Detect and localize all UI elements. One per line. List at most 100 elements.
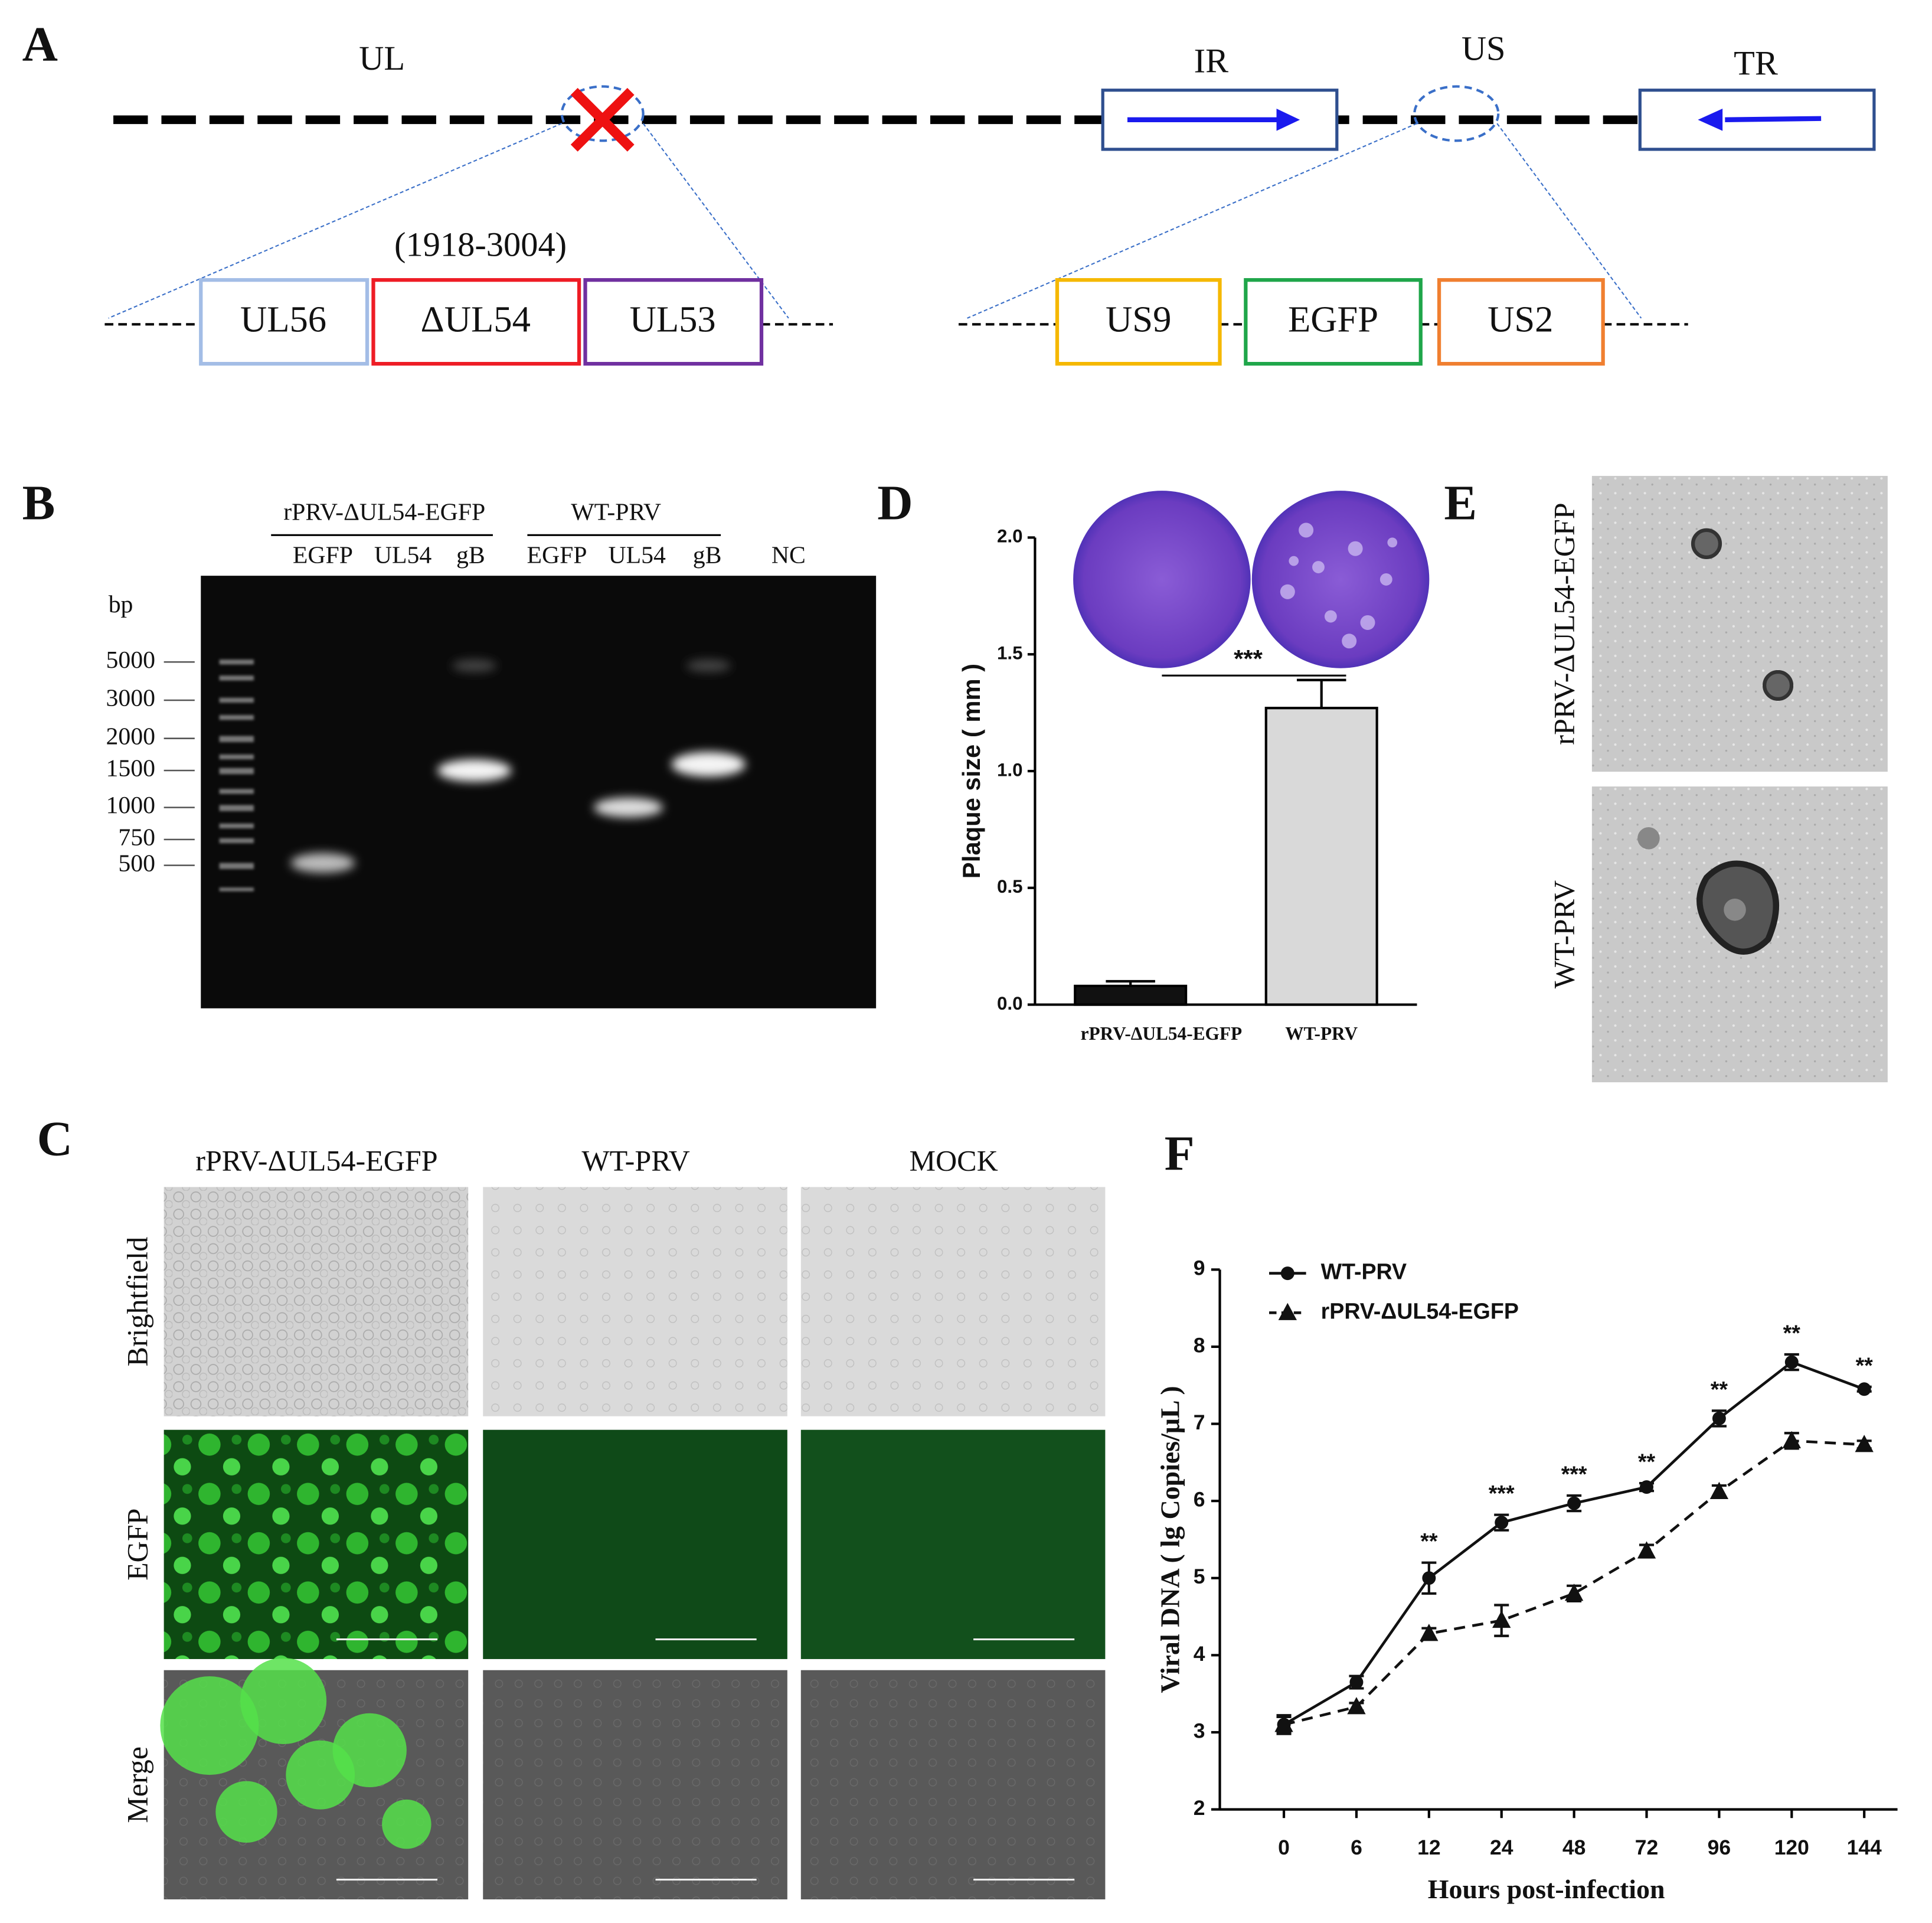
panel-label: D xyxy=(877,476,913,531)
legend-label: rPRV-ΔUL54-EGFP xyxy=(1321,1298,1519,1323)
marker xyxy=(1349,1675,1364,1689)
unit-label: bp xyxy=(109,591,133,618)
panel-label: B xyxy=(22,476,55,531)
zoom-lines xyxy=(108,123,1642,319)
y-tick-label: 6 xyxy=(1194,1488,1205,1511)
x-axis-label: Hours post-infection xyxy=(1428,1874,1665,1904)
ladder-label: 2000 xyxy=(106,723,155,750)
row-label: EGFP xyxy=(120,1509,153,1581)
significance-label: *** xyxy=(1234,645,1263,672)
x-tick-label: 144 xyxy=(1847,1836,1882,1859)
micrograph xyxy=(164,1187,469,1416)
micrograph xyxy=(800,1429,1106,1659)
gene-label: US9 xyxy=(1106,299,1171,340)
significance-label: *** xyxy=(1489,1481,1515,1506)
deletion-range: (1918-3004) xyxy=(394,225,567,263)
region-label: TR xyxy=(1734,44,1778,82)
region-label: UL xyxy=(359,39,405,77)
y-tick-label: 8 xyxy=(1194,1333,1205,1357)
plate xyxy=(1073,491,1251,668)
ladder-label: 1500 xyxy=(106,755,155,782)
marker xyxy=(1857,1382,1871,1396)
group-label: WT-PRV xyxy=(571,498,661,525)
gene-label: ΔUL54 xyxy=(421,299,531,340)
row-label: rPRV-ΔUL54-EGFP xyxy=(1548,502,1581,745)
gene-box xyxy=(371,278,581,366)
gene-box xyxy=(583,278,764,366)
lane-label: UL54 xyxy=(608,541,665,569)
region-label: US xyxy=(1462,29,1506,67)
y-tick-label: 1.5 xyxy=(997,642,1023,663)
marker xyxy=(1492,1610,1511,1628)
arrow xyxy=(1725,116,1822,122)
virion xyxy=(1762,670,1794,701)
micrograph xyxy=(483,1187,787,1416)
virion xyxy=(1724,899,1746,921)
x-tick-label: 96 xyxy=(1708,1836,1731,1859)
gene-box xyxy=(1437,278,1605,366)
micrograph xyxy=(483,1429,787,1659)
marker xyxy=(1709,1481,1729,1500)
ladder-label: 1000 xyxy=(106,792,155,819)
marker xyxy=(1712,1411,1726,1425)
marker xyxy=(1274,1715,1293,1732)
y-tick-label: 9 xyxy=(1194,1256,1205,1280)
y-tick-label: 0.0 xyxy=(997,993,1023,1014)
significance-label: *** xyxy=(1561,1462,1587,1487)
significance-label: ** xyxy=(1638,1449,1656,1474)
arrow-head xyxy=(1276,109,1300,131)
column-label: WT-PRV xyxy=(581,1144,689,1177)
genome-map: UL IR US TR (1918-3004) UL56 ΔUL54 UL53 … xyxy=(104,29,1876,366)
arrow-head xyxy=(1698,109,1723,131)
lane-label: EGFP xyxy=(293,541,353,569)
lane-label: gB xyxy=(693,541,722,569)
gel-image xyxy=(201,576,877,1008)
y-tick-label: 2 xyxy=(1194,1796,1205,1820)
gene-label: US2 xyxy=(1488,299,1553,340)
x-tick-label: 0 xyxy=(1278,1836,1290,1859)
em-images: rPRV-ΔUL54-EGFP WT-PRV xyxy=(1548,476,1888,1083)
marker xyxy=(1347,1697,1366,1715)
y-tick-label: 2.0 xyxy=(997,526,1023,547)
marker xyxy=(1782,1431,1801,1448)
panel-label: E xyxy=(1444,476,1477,531)
gene-box xyxy=(1055,278,1222,366)
virion xyxy=(1637,827,1660,850)
ladder-label: 500 xyxy=(118,850,155,877)
row-label: WT-PRV xyxy=(1548,880,1581,988)
lane-label: EGFP xyxy=(527,541,587,569)
marker xyxy=(1784,1355,1799,1369)
y-tick-label: 1.0 xyxy=(997,759,1023,780)
gene-box xyxy=(1244,278,1423,366)
panel-label: F xyxy=(1165,1127,1195,1181)
significance-label: ** xyxy=(1856,1353,1874,1377)
x-tick-label: 120 xyxy=(1774,1836,1809,1859)
gene-box xyxy=(199,278,370,366)
group-label: rPRV-ΔUL54-EGFP xyxy=(283,498,485,525)
y-tick-label: 5 xyxy=(1194,1565,1205,1588)
y-tick-label: 7 xyxy=(1194,1411,1205,1434)
micrograph xyxy=(483,1670,787,1899)
x-tick-label: 48 xyxy=(1562,1836,1586,1859)
em-image xyxy=(1591,476,1888,772)
row-label: Brightfield xyxy=(120,1237,153,1367)
marker xyxy=(1855,1435,1874,1452)
gene-label: EGFP xyxy=(1288,299,1378,340)
x-tick-label: 12 xyxy=(1417,1836,1440,1859)
ladder-label: 3000 xyxy=(106,685,155,712)
x-tick-label: rPRV-ΔUL54-EGFP xyxy=(1081,1023,1242,1044)
panel-label: C xyxy=(37,1112,73,1167)
significance-label: ** xyxy=(1420,1529,1438,1553)
micrograph xyxy=(800,1187,1106,1416)
lane-label: gB xyxy=(456,541,485,569)
marker xyxy=(1637,1541,1656,1559)
charts: 0.0 0.5 1.0 1.5 2.0 Plaque size ( mm ) rPRV-ΔU… xyxy=(957,526,1898,1904)
micrograph xyxy=(164,1429,469,1659)
marker xyxy=(1420,1624,1439,1641)
micrographs: rPRV-ΔUL54-EGFP WT-PRV MOCK Brightfield EGFP… xyxy=(120,1144,1106,1899)
column-label: rPRV-ΔUL54-EGFP xyxy=(195,1144,437,1177)
marker xyxy=(1640,1480,1653,1494)
marker xyxy=(1495,1516,1509,1530)
egfp-signal xyxy=(215,1781,277,1843)
